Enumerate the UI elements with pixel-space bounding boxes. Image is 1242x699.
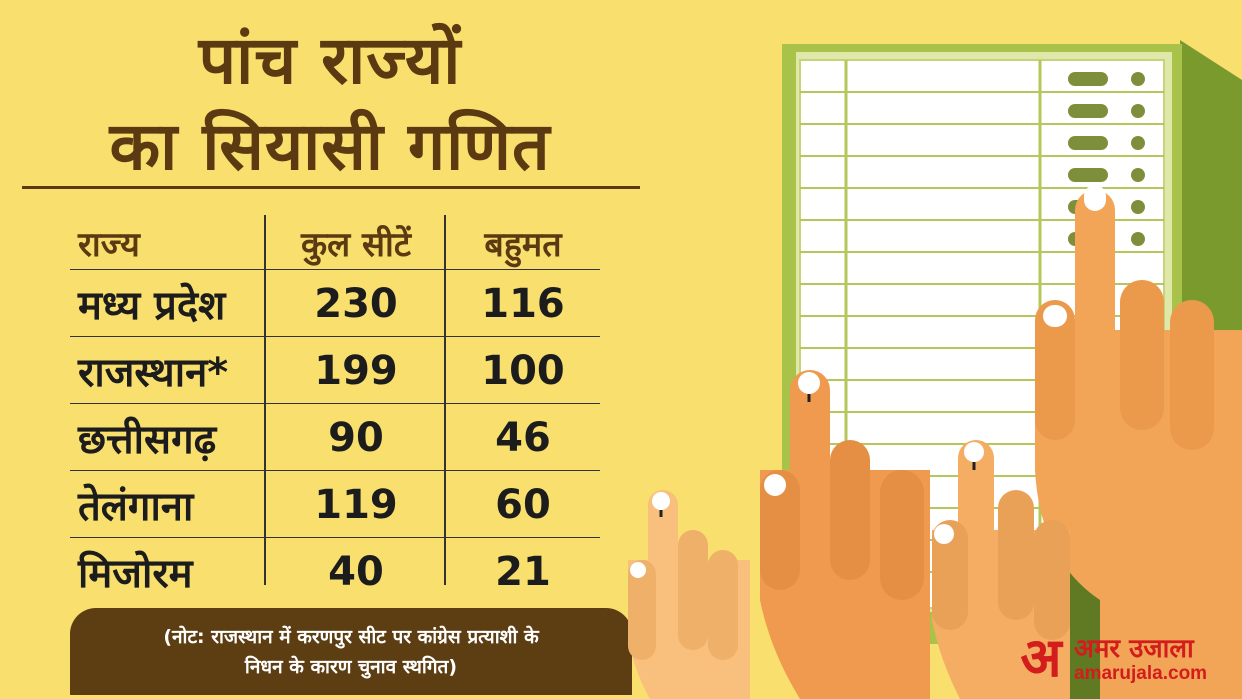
seats-table: राज्य कुल सीटें बहुमत मध्य प्रदेश 230 11… — [70, 215, 600, 605]
hand-icon — [628, 490, 750, 699]
title-underline — [22, 186, 640, 189]
state-name: राजस्थान* — [78, 350, 229, 396]
state-name: मध्य प्रदेश — [78, 283, 226, 329]
total-seats: 230 — [314, 280, 398, 327]
row-divider — [70, 268, 600, 270]
footnote: (नोट: राजस्थान में करणपुर सीट पर कांग्रे… — [70, 608, 632, 695]
total-seats: 199 — [314, 347, 398, 394]
table-header-row: राज्य कुल सीटें बहुमत — [70, 215, 600, 270]
total-seats: 119 — [314, 481, 398, 528]
row-divider — [70, 402, 600, 404]
table-row: तेलंगाना 119 60 — [70, 471, 600, 538]
total-seats: 40 — [328, 548, 384, 595]
table-row: राजस्थान* 199 100 — [70, 337, 600, 404]
state-name: छत्तीसगढ़ — [78, 417, 217, 463]
row-divider — [70, 335, 600, 337]
logo-mark: अ — [1020, 626, 1062, 689]
header-majority: बहुमत — [484, 224, 562, 265]
voting-machine-illustration — [628, 40, 1242, 699]
majority: 60 — [495, 481, 551, 528]
hand-icon — [932, 440, 1070, 699]
amar-ujala-logo: अ अमर उजाला amarujala.com — [1012, 627, 1232, 691]
title-line-1: पांच राज्यों — [198, 22, 462, 99]
majority: 21 — [495, 548, 551, 595]
footnote-line-2: निधन के कारण चुनाव स्थगित) — [244, 655, 458, 678]
hand-icon — [1035, 185, 1242, 699]
logo-url: amarujala.com — [1074, 663, 1208, 684]
majority: 116 — [481, 280, 565, 327]
table-row: छत्तीसगढ़ 90 46 — [70, 404, 600, 471]
state-name: मिजोरम — [78, 551, 193, 597]
row-divider — [70, 469, 600, 471]
footnote-line-1: (नोट: राजस्थान में करणपुर सीट पर कांग्रे… — [163, 625, 539, 648]
hand-icon — [760, 370, 930, 699]
page-title: पांच राज्यों का सियासी गणित — [20, 18, 640, 190]
logo-name: अमर उजाला — [1074, 634, 1194, 664]
column-divider — [264, 215, 266, 585]
row-divider — [70, 536, 600, 538]
majority: 46 — [495, 414, 551, 461]
majority: 100 — [481, 347, 565, 394]
table-row: मिजोरम 40 21 — [70, 538, 600, 605]
state-name: तेलंगाना — [78, 484, 194, 530]
column-divider — [444, 215, 446, 585]
header-state: राज्य — [78, 224, 140, 265]
title-line-2: का सियासी गणित — [109, 108, 551, 185]
header-total-seats: कुल सीटें — [301, 224, 411, 265]
table-row: मध्य प्रदेश 230 116 — [70, 270, 600, 337]
total-seats: 90 — [328, 414, 384, 461]
